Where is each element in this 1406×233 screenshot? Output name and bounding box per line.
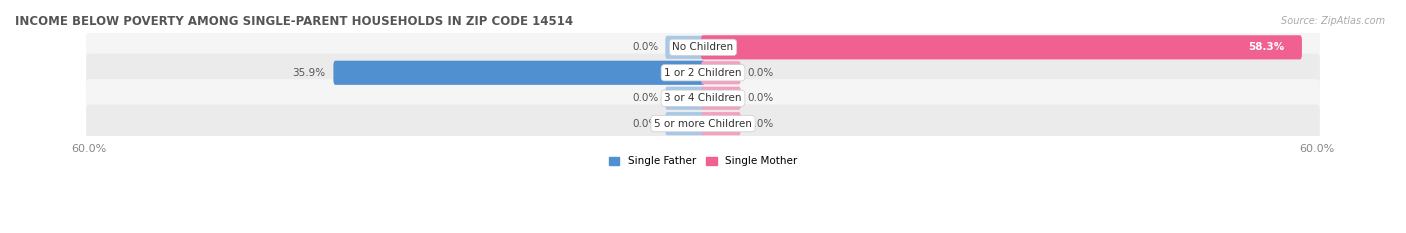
FancyBboxPatch shape	[86, 28, 1320, 66]
Text: 0.0%: 0.0%	[747, 93, 773, 103]
FancyBboxPatch shape	[702, 61, 741, 84]
FancyBboxPatch shape	[665, 87, 704, 110]
Text: 35.9%: 35.9%	[292, 68, 325, 78]
FancyBboxPatch shape	[665, 112, 704, 135]
FancyBboxPatch shape	[333, 61, 704, 85]
FancyBboxPatch shape	[702, 112, 741, 135]
Text: No Children: No Children	[672, 42, 734, 52]
Text: 0.0%: 0.0%	[747, 119, 773, 129]
Text: 3 or 4 Children: 3 or 4 Children	[664, 93, 742, 103]
Text: INCOME BELOW POVERTY AMONG SINGLE-PARENT HOUSEHOLDS IN ZIP CODE 14514: INCOME BELOW POVERTY AMONG SINGLE-PARENT…	[15, 15, 574, 28]
FancyBboxPatch shape	[665, 36, 704, 59]
Text: Source: ZipAtlas.com: Source: ZipAtlas.com	[1281, 16, 1385, 26]
FancyBboxPatch shape	[702, 87, 741, 110]
Text: 0.0%: 0.0%	[747, 68, 773, 78]
FancyBboxPatch shape	[702, 35, 1302, 59]
Text: 1 or 2 Children: 1 or 2 Children	[664, 68, 742, 78]
Legend: Single Father, Single Mother: Single Father, Single Mother	[605, 152, 801, 170]
FancyBboxPatch shape	[86, 54, 1320, 92]
Text: 0.0%: 0.0%	[633, 93, 659, 103]
FancyBboxPatch shape	[86, 79, 1320, 117]
Text: 58.3%: 58.3%	[1249, 42, 1285, 52]
Text: 0.0%: 0.0%	[633, 42, 659, 52]
Text: 0.0%: 0.0%	[633, 119, 659, 129]
Text: 5 or more Children: 5 or more Children	[654, 119, 752, 129]
FancyBboxPatch shape	[86, 105, 1320, 143]
